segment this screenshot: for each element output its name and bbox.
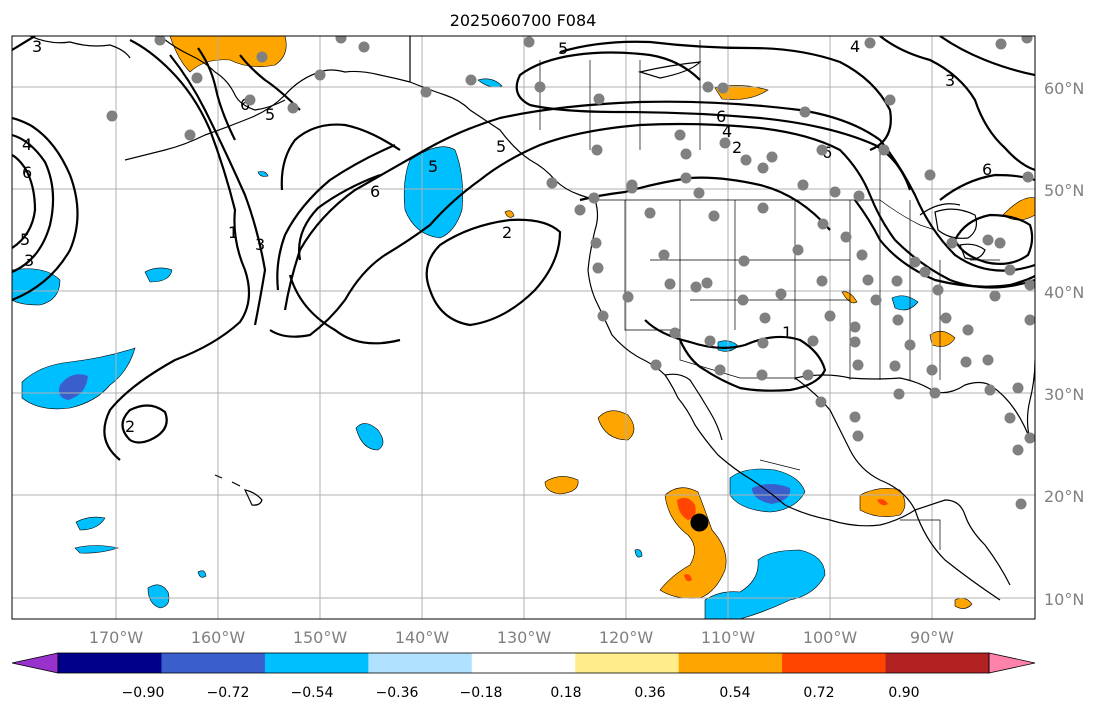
contour-label: 2 xyxy=(502,223,512,242)
colorbar-bin xyxy=(471,653,576,673)
political-borders xyxy=(539,40,1000,550)
lat-label: 60°N xyxy=(1044,79,1084,98)
contour-label: 6 xyxy=(982,160,992,179)
colorbar-tick-label: −0.90 xyxy=(122,685,165,701)
lat-label: 50°N xyxy=(1044,181,1084,200)
lon-label: 90°W xyxy=(910,628,954,647)
contour-label: 3 xyxy=(945,71,955,90)
figure-title: 2025060700 F084 xyxy=(450,11,597,30)
colorbar-bin xyxy=(368,653,473,673)
colorbar-tick-label: −0.18 xyxy=(460,685,503,701)
lon-label: 120°W xyxy=(599,628,654,647)
colorbar-bin xyxy=(678,653,783,673)
map-panel: 3 4 6 5 3 6 5 6 5 1 3 2 5 5 6 4 2 6 4 3 … xyxy=(12,36,1035,619)
storm-center-marker xyxy=(690,513,709,532)
contour-labels: 3 4 6 5 3 6 5 6 5 1 3 2 5 5 6 4 2 6 4 3 … xyxy=(20,37,992,436)
colorbar xyxy=(11,652,1036,674)
contour-label: 3 xyxy=(32,37,42,56)
height-contours xyxy=(12,36,1035,461)
colorbar-tick-label: 0.18 xyxy=(550,685,581,701)
lon-label: 170°W xyxy=(89,628,144,647)
colorbar-extend-min xyxy=(11,652,59,674)
lon-label: 100°W xyxy=(803,628,858,647)
colorbar-bin xyxy=(782,653,887,673)
colorbar-bin xyxy=(575,653,680,673)
lon-label: 150°W xyxy=(293,628,348,647)
colorbar-bin xyxy=(58,653,162,673)
lat-label: 30°N xyxy=(1044,385,1084,404)
lat-label: 40°N xyxy=(1044,283,1084,302)
lat-label: 10°N xyxy=(1044,590,1084,609)
colorbar-tick-label: −0.72 xyxy=(207,685,250,701)
colorbar-bin xyxy=(264,653,369,673)
latitude-labels: 60°N 50°N 40°N 30°N 20°N 10°N xyxy=(1044,79,1084,609)
colorbar-extend-max xyxy=(988,652,1036,674)
contour-label: 5 xyxy=(265,105,275,124)
contour-label: 6 xyxy=(240,95,250,114)
contour-label: 6 xyxy=(716,107,726,126)
contour-label: 6 xyxy=(370,182,380,201)
colorbar-tick-label: 0.90 xyxy=(888,685,919,701)
lat-label: 20°N xyxy=(1044,487,1084,506)
contour-label: 4 xyxy=(722,122,732,141)
contour-label: 4 xyxy=(22,135,32,154)
map-frame xyxy=(11,35,1036,620)
contour-label: 1 xyxy=(782,323,792,342)
contour-label: 3 xyxy=(24,251,34,270)
colorbar-tick-label: 0.54 xyxy=(719,685,750,701)
contour-label: 3 xyxy=(255,235,265,254)
colorbar-frame xyxy=(57,652,990,674)
anomaly-shading xyxy=(12,36,1035,619)
lon-label: 160°W xyxy=(191,628,246,647)
lon-label: 110°W xyxy=(701,628,756,647)
station-markers xyxy=(106,36,1035,510)
contour-label: 4 xyxy=(850,37,860,56)
graticule xyxy=(12,36,1035,619)
colorbar-bin xyxy=(161,653,266,673)
coastlines xyxy=(29,36,1035,601)
colorbar-labels: −0.90 −0.72 −0.54 −0.36 −0.18 0.18 0.36 … xyxy=(122,685,920,701)
longitude-labels: 170°W 160°W 150°W 140°W 130°W 120°W 110°… xyxy=(89,628,954,647)
lon-label: 130°W xyxy=(497,628,552,647)
contour-label: 5 xyxy=(428,157,438,176)
colorbar-tick-label: 0.36 xyxy=(634,685,665,701)
contour-label: 5 xyxy=(558,39,568,58)
colorbar-bin xyxy=(885,653,990,673)
colorbar-tick-label: −0.54 xyxy=(291,685,334,701)
contour-label: 5 xyxy=(20,230,30,249)
contour-label: 2 xyxy=(125,417,135,436)
contour-label: 6 xyxy=(22,163,32,182)
contour-label: 5 xyxy=(496,137,506,156)
contour-label: 6 xyxy=(822,143,832,162)
contour-label: 2 xyxy=(732,138,742,157)
colorbar-tick-label: −0.36 xyxy=(376,685,419,701)
lon-label: 140°W xyxy=(395,628,450,647)
colorbar-tick-label: 0.72 xyxy=(803,685,834,701)
contour-label: 1 xyxy=(228,223,238,242)
